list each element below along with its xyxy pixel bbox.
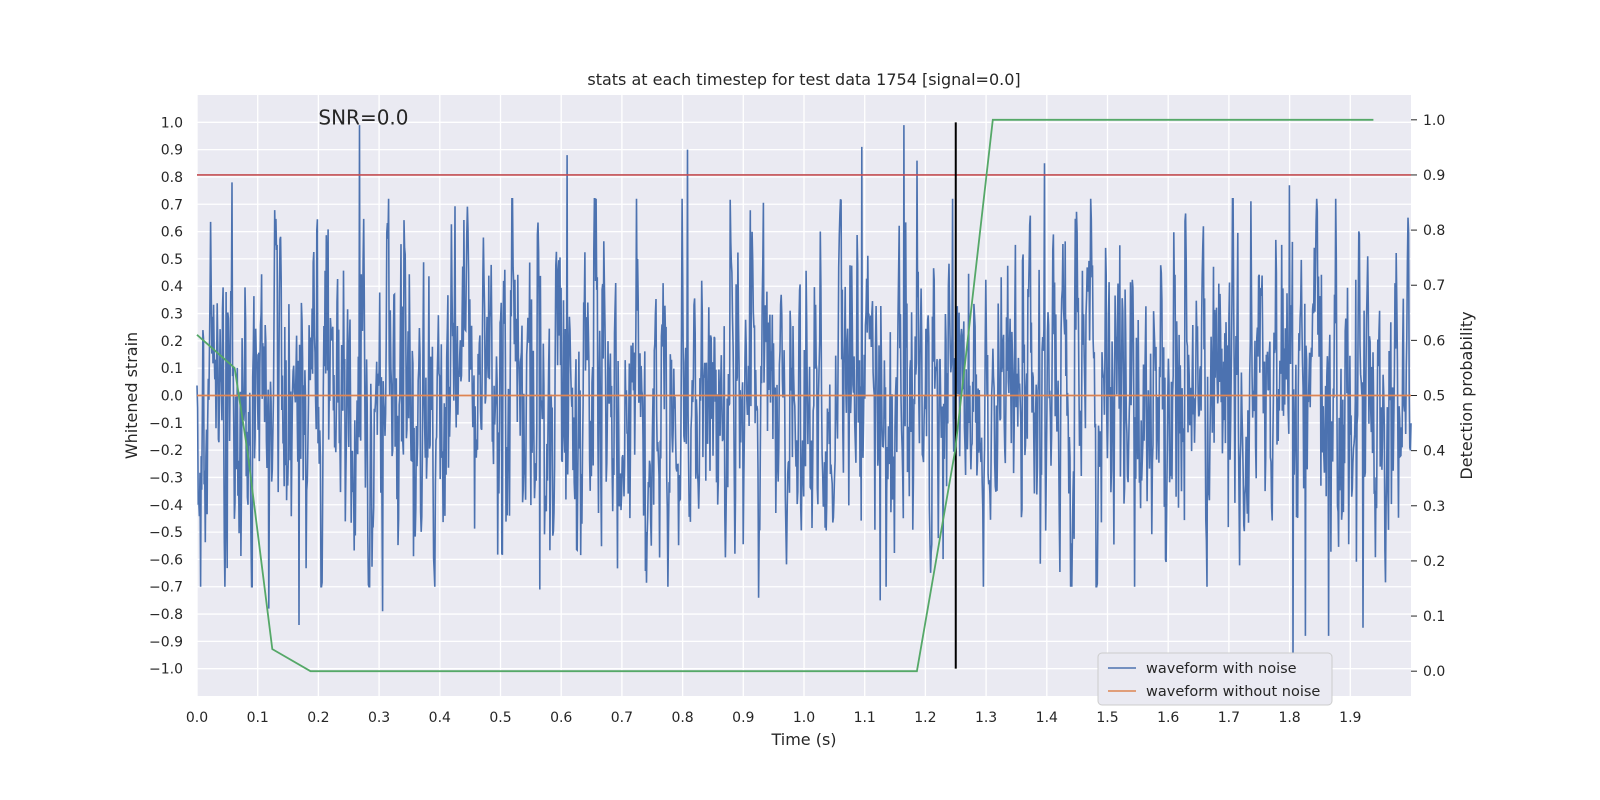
x-tick-label: 1.5 [1096,710,1118,726]
y-tick-label: −0.6 [149,552,183,568]
y-tick-label: −0.4 [149,498,183,514]
x-tick-label: 0.7 [611,710,633,726]
y-tick-label: −0.7 [149,580,183,596]
y-right-tick-label: 0.4 [1423,444,1445,460]
detection-probability-line [196,118,1374,673]
y-right-tick-label: 0.0 [1423,664,1445,680]
x-tick-label: 1.4 [1036,710,1058,726]
legend-label-waveform-without-noise: waveform without noise [1146,684,1320,700]
x-tick-label: 1.8 [1278,710,1300,726]
y-right-tick-label: 0.8 [1423,223,1445,239]
x-tick-label: 0.2 [307,710,329,726]
x-tick-label: 0.0 [186,710,208,726]
x-tick-label: 0.1 [247,710,269,726]
y-right-tick-label: 0.6 [1423,333,1445,349]
y-axis-left-label: Whitened strain [122,332,141,459]
y-tick-label: 1.0 [161,115,183,131]
legend-label-waveform-with-noise: waveform with noise [1146,661,1297,677]
x-tick-label: 0.9 [732,710,754,726]
chart-title: stats at each timestep for test data 175… [587,70,1020,89]
y-right-tick-label: 0.3 [1423,499,1445,515]
x-tick-label: 1.9 [1339,710,1361,726]
y-right-tick-label: 0.2 [1423,554,1445,570]
y-tick-label: −0.1 [149,416,183,432]
x-tick-label: 0.4 [429,710,451,726]
y-tick-label: 0.8 [161,170,183,186]
y-right-tick-label: 0.7 [1423,278,1445,294]
series-waveform-with-noise [196,125,1412,661]
y-tick-label: −0.5 [149,525,183,541]
x-tick-label: 1.2 [914,710,936,726]
y-tick-label: 0.7 [161,197,183,213]
y-tick-label: 0.4 [161,279,183,295]
y-tick-label: 0.1 [161,361,183,377]
x-axis-label: Time (s) [770,730,836,749]
series-detection-probability [196,118,1374,673]
y-tick-label: −0.9 [149,634,183,650]
x-tick-label: 1.1 [854,710,876,726]
x-tick-label: 0.6 [550,710,572,726]
snr-annotation: SNR=0.0 [318,105,408,129]
y-tick-label: −0.2 [149,443,183,459]
legend-box [1097,652,1333,706]
y-tick-label: 0.5 [161,252,183,268]
noisy-waveform-line [196,125,1412,661]
y-tick-label: 0.6 [161,225,183,241]
y-tick-label: −0.3 [149,470,183,486]
y-right-tick-label: 0.5 [1423,389,1445,405]
y-right-tick-label: 0.1 [1423,609,1445,625]
y-tick-label: −1.0 [149,662,183,678]
y-right-tick-label: 1.0 [1423,113,1445,129]
y-axis-right-ticks: 1.0 0.9 0.8 0.7 0.6 0.5 0.4 0.3 0.2 0.1 0.0 [1411,113,1445,680]
y-tick-label: 0.0 [161,389,183,405]
y-tick-label: 0.2 [161,334,183,350]
y-tick-label: 0.9 [161,143,183,159]
y-right-tick-label: 0.9 [1423,168,1445,184]
y-axis-right-label: Detection probability [1457,311,1476,479]
x-axis-ticks: 0.0 0.1 0.2 0.3 0.4 0.5 0.6 0.7 0.8 0.9 1.0 1.1 1.2 1… [186,710,1362,726]
x-tick-label: 0.3 [368,710,390,726]
x-tick-label: 1.6 [1157,710,1179,726]
x-tick-label: 1.3 [975,710,997,726]
plot-area [196,95,1412,696]
legend: waveform with noise waveform without noi… [1097,652,1333,706]
y-axis-left-ticks: 1.0 0.9 0.8 0.7 0.6 0.5 0.4 0.3 0.2 0.1 0.0 −0.1 −0.… [149,115,183,677]
x-tick-label: 0.5 [489,710,511,726]
x-tick-label: 1.0 [793,710,815,726]
y-tick-label: 0.3 [161,307,183,323]
x-tick-label: 1.7 [1218,710,1240,726]
x-tick-label: 0.8 [671,710,693,726]
y-tick-label: −0.8 [149,607,183,623]
